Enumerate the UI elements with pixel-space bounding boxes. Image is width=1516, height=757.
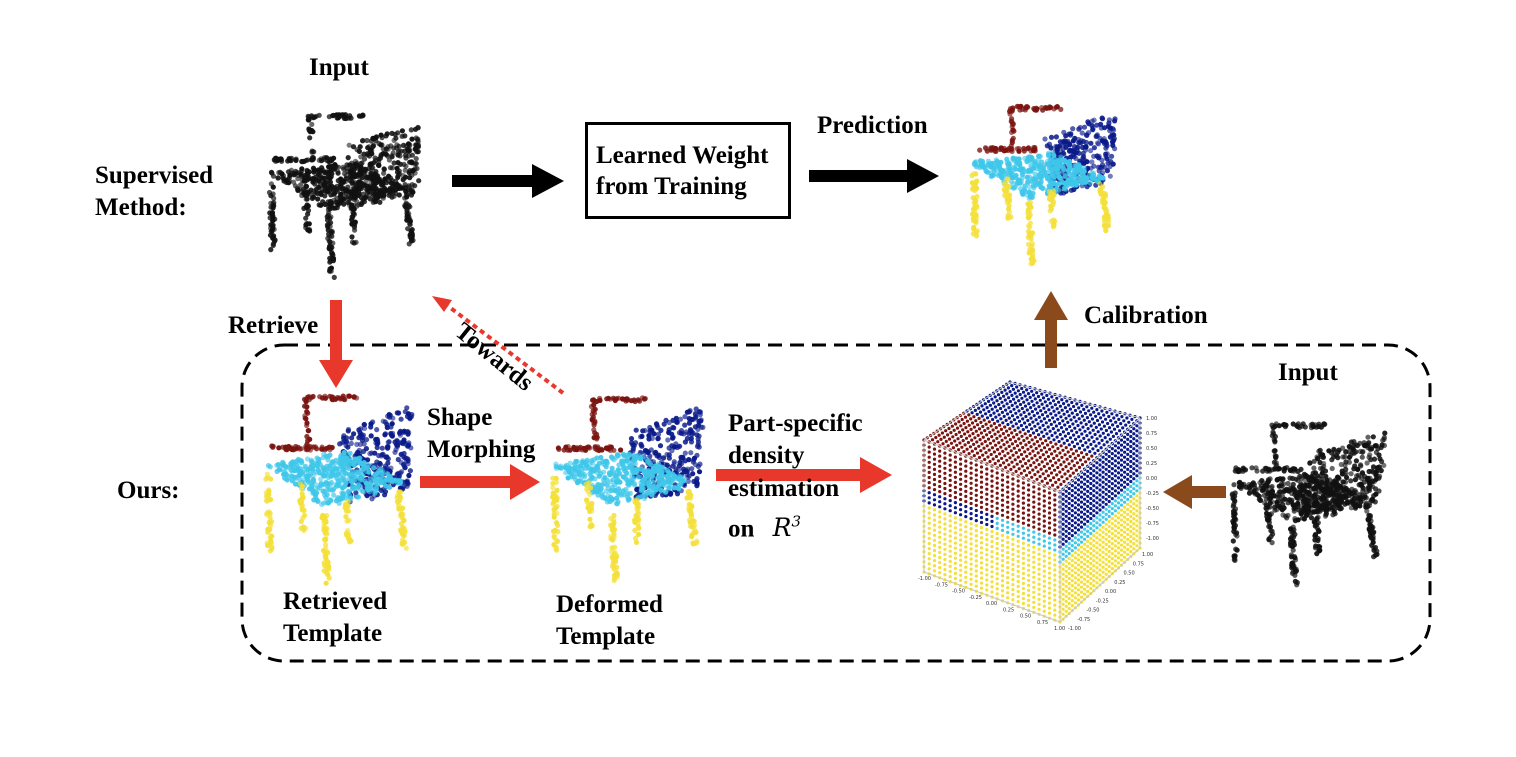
part-specific-line4: on R3 — [728, 506, 801, 545]
cube-y-tick: -0.50 — [1087, 608, 1100, 614]
arrow-calibration — [1034, 291, 1068, 368]
input-chair-pointcloud-top — [266, 112, 422, 280]
calibration-label: Calibration — [1084, 302, 1208, 329]
input-chair-pointcloud-right — [1229, 421, 1388, 588]
arrow-retrieve — [319, 300, 353, 388]
cube-y-tick: 0.50 — [1124, 571, 1135, 577]
cube-z-tick: 0.25 — [1146, 461, 1157, 467]
arrow-weights-to-prediction — [809, 159, 939, 193]
cube-y-tick: 0.75 — [1133, 561, 1144, 567]
predicted-chair-pointcloud — [969, 103, 1118, 267]
input-right-label: Input — [1278, 359, 1338, 386]
learned-weight-box — [585, 122, 791, 219]
cube-x-tick: 0.00 — [986, 601, 997, 607]
cube-x-tick: 0.25 — [1003, 607, 1014, 613]
cube-y-tick: 0.25 — [1114, 580, 1125, 586]
cube-x-tick: 0.75 — [1037, 620, 1048, 626]
cube-y-tick: -0.25 — [1096, 598, 1109, 604]
supervised-label-line2: Method: — [95, 194, 187, 221]
shape-morphing-line1: Shape — [427, 404, 493, 431]
supervised-label-line1: Supervised — [95, 162, 214, 189]
input-top-label: Input — [309, 54, 369, 81]
deformed-template-line1: Deformed — [556, 591, 663, 618]
retrieve-label: Retrieve — [228, 312, 319, 339]
cube-x-tick: -0.25 — [969, 595, 982, 601]
cube-z-tick: 0.00 — [1146, 476, 1157, 482]
retrieved-template-line2: Template — [283, 620, 383, 647]
cube-x-tick: 0.50 — [1020, 614, 1031, 620]
part-specific-line3: estimation — [728, 475, 840, 502]
deformed-template-line2: Template — [556, 623, 656, 650]
cube-x-tick: -1.00 — [918, 576, 931, 582]
ours-dashed-region — [240, 343, 1432, 663]
cube-z-tick: -0.25 — [1146, 491, 1159, 497]
deformed-template-pointcloud — [550, 395, 706, 584]
retrieved-template-line1: Retrieved — [283, 588, 388, 615]
arrow-density-estimation — [716, 457, 892, 493]
cube-x-tick: -0.50 — [952, 589, 965, 595]
cube-z-tick: -1.00 — [1146, 536, 1159, 542]
prediction-label: Prediction — [817, 112, 928, 139]
arrow-shape-morphing — [420, 464, 540, 500]
density-grid-cube: -1.00 -0.75 -0.50 -0.25 0.00 0.25 0.50 0.75 1.00… — [918, 380, 1159, 632]
learned-label-line2: from Training — [596, 173, 747, 200]
cube-z-tick: 0.50 — [1146, 446, 1157, 452]
cube-x-tick: -0.75 — [935, 582, 948, 588]
cube-x-tick: 1.00 — [1054, 626, 1065, 632]
retrieved-template-pointcloud — [263, 393, 415, 586]
learned-label-line1: Learned Weight — [596, 142, 769, 169]
arrow-towards — [432, 296, 565, 395]
shape-morphing-line2: Morphing — [427, 436, 536, 463]
cube-z-tick: -0.50 — [1146, 506, 1159, 512]
r3-math: R3 — [772, 513, 802, 543]
cube-y-tick: -0.75 — [1077, 617, 1090, 623]
part-specific-line2: density — [728, 442, 805, 469]
cube-z-tick: 1.00 — [1146, 416, 1157, 422]
cube-z-tick: 0.75 — [1146, 431, 1157, 437]
cube-y-tick: -1.00 — [1068, 626, 1081, 632]
cube-y-tick: 0.00 — [1105, 589, 1116, 595]
arrow-input-to-weights — [452, 164, 564, 198]
part-specific-line1: Part-specific — [728, 410, 863, 437]
cube-z-tick: -0.75 — [1146, 521, 1159, 527]
arrow-input-to-cube — [1163, 475, 1226, 509]
part-specific-on: on — [728, 515, 755, 543]
ours-label: Ours: — [117, 477, 180, 504]
cube-y-tick: 1.00 — [1142, 552, 1153, 558]
